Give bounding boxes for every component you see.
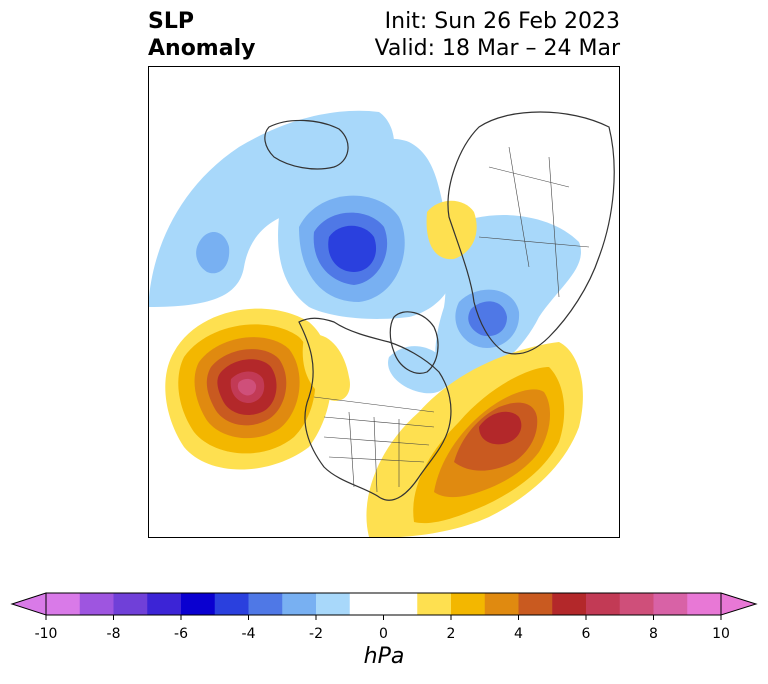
colorbar-bin — [248, 593, 283, 615]
colorbar-bin — [518, 593, 553, 615]
colorbar-tick-label: 10 — [712, 626, 730, 642]
colorbar-tick-label: 6 — [581, 626, 591, 642]
colorbar-tick-label: -2 — [309, 626, 323, 642]
colorbar-bin — [417, 593, 452, 615]
anomaly-map — [149, 110, 615, 537]
eurasia-borders — [478, 146, 590, 298]
anomaly-area-greenland-low — [388, 346, 450, 394]
colorbar-tick-label: -8 — [106, 626, 121, 642]
anomaly-area-pacific-blue-tint — [196, 232, 230, 274]
chart-title: SLP Anomaly — [148, 8, 255, 62]
anomaly-high-atlantic-core — [479, 411, 522, 445]
title-line-2: Anomaly — [148, 36, 256, 61]
colorbar-bin — [451, 593, 486, 615]
eurasia-coast — [447, 111, 615, 355]
anomaly-high-pacific-peak — [237, 378, 257, 396]
init-date: Init: Sun 26 Feb 2023 — [384, 9, 620, 34]
colorbar — [10, 592, 758, 620]
colorbar-bin — [552, 593, 587, 615]
anomaly-high-siberia — [426, 200, 477, 260]
greenland-coast — [389, 311, 439, 374]
us-state-lines — [323, 411, 435, 493]
colorbar-bin — [484, 593, 519, 615]
colorbar-bin — [46, 593, 81, 615]
colorbar-extend-low — [10, 592, 47, 616]
colorbar-extend-high — [720, 592, 758, 616]
colorbar-bin — [316, 593, 351, 615]
borders — [313, 146, 590, 493]
colorbar-tick-label: 2 — [446, 626, 456, 642]
colorbar-tick-label: 4 — [514, 626, 523, 642]
anomaly-high-alaska-coast — [302, 334, 350, 401]
colorbar-tick-label: -4 — [241, 626, 256, 642]
colorbar-bin — [687, 593, 722, 615]
coastlines — [264, 111, 615, 501]
colorbar-bin — [383, 593, 418, 615]
colorbar-tick-label: 0 — [379, 626, 388, 642]
map-panel — [148, 66, 620, 538]
date-info: Init: Sun 26 Feb 2023 Valid: 18 Mar – 24… — [375, 8, 620, 62]
anomaly-center-scandinavia-core — [468, 301, 507, 337]
colorbar-bin — [113, 593, 148, 615]
title-line-1: SLP — [148, 9, 194, 34]
colorbar-bin — [181, 593, 216, 615]
colorbar-bin — [586, 593, 621, 615]
colorbar-tick-label: -10 — [34, 626, 58, 642]
us-canada-border — [313, 396, 435, 413]
colorbar-bin — [214, 593, 249, 615]
colorbar-bin — [79, 593, 114, 615]
colorbar-bin — [282, 593, 317, 615]
anomaly-center-canada-core — [328, 225, 377, 272]
colorbar-unit: hPa — [363, 644, 405, 669]
north-america-coast — [298, 317, 452, 501]
colorbar-bin — [349, 593, 384, 615]
colorbar-bin — [653, 593, 688, 615]
colorbar-tick-label: -6 — [174, 626, 188, 642]
colorbar-bin — [619, 593, 654, 615]
arctic-islands — [264, 119, 349, 170]
colorbar-tick-label: 8 — [649, 626, 658, 642]
colorbar-bin — [147, 593, 182, 615]
valid-date: Valid: 18 Mar – 24 Mar — [374, 36, 620, 61]
